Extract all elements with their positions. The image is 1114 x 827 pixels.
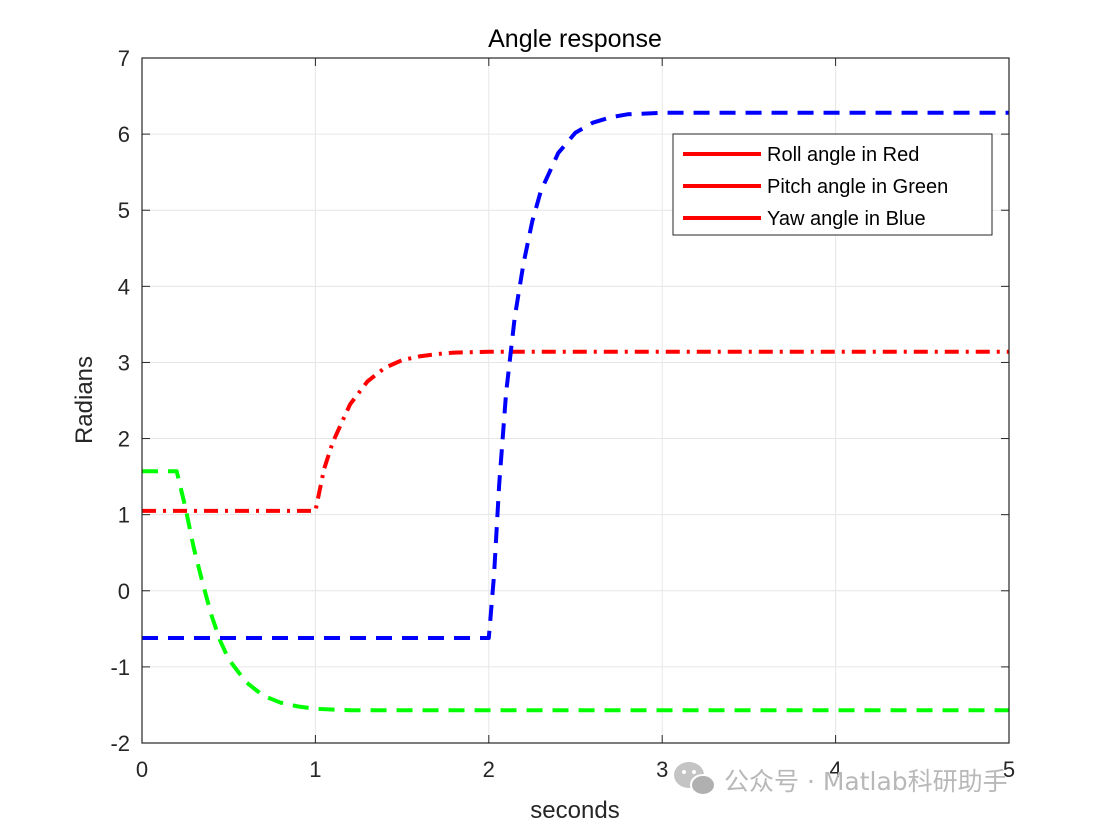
y-tick-label: 1 bbox=[118, 503, 130, 528]
series-lines bbox=[142, 110, 1009, 713]
y-tick-label: 3 bbox=[118, 350, 130, 375]
y-tick-label: 4 bbox=[118, 274, 130, 299]
y-axis-label: Radians bbox=[71, 356, 98, 444]
x-tick-label: 2 bbox=[483, 757, 495, 782]
y-tick-label: 6 bbox=[118, 122, 130, 147]
x-tick-label: 5 bbox=[1003, 757, 1015, 782]
y-tick-label: 2 bbox=[118, 427, 130, 452]
y-tick-label: -1 bbox=[110, 655, 130, 680]
legend-label-roll: Roll angle in Red bbox=[767, 144, 919, 166]
axes-box bbox=[141, 57, 1010, 744]
legend: Roll angle in Red Pitch angle in Green Y… bbox=[672, 133, 993, 236]
x-tick-label: 4 bbox=[829, 757, 841, 782]
watermark-text: 公众号 · Matlab科研助手 bbox=[724, 767, 1008, 796]
chart-title: Angle response bbox=[488, 25, 662, 53]
x-axis-ticks: 0 1 2 3 4 5 bbox=[136, 58, 1015, 782]
y-tick-label: 0 bbox=[118, 579, 130, 604]
y-tick-label: -2 bbox=[110, 731, 130, 756]
series-line-1 bbox=[142, 349, 1009, 513]
x-tick-label: 1 bbox=[309, 757, 321, 782]
watermark: 公众号 · Matlab科研助手 bbox=[674, 762, 1008, 796]
y-tick-label: 5 bbox=[118, 198, 130, 223]
legend-label-yaw: Yaw angle in Blue bbox=[767, 208, 926, 230]
x-axis-label: seconds bbox=[530, 797, 619, 824]
x-tick-label: 0 bbox=[136, 757, 148, 782]
wechat-icon bbox=[674, 762, 716, 796]
legend-label-pitch: Pitch angle in Green bbox=[767, 176, 948, 198]
y-axis-ticks: -2 -1 0 1 2 3 4 5 6 7 bbox=[110, 46, 1009, 756]
y-tick-label: 7 bbox=[118, 46, 130, 71]
series-line-2 bbox=[142, 469, 1009, 713]
x-tick-label: 3 bbox=[656, 757, 668, 782]
